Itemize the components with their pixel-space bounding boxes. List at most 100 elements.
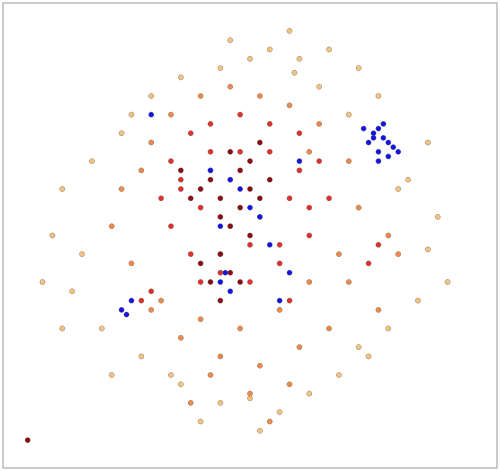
point bbox=[266, 176, 273, 183]
point bbox=[296, 56, 303, 62]
point bbox=[425, 246, 431, 253]
point bbox=[217, 223, 224, 229]
point bbox=[286, 381, 293, 388]
point bbox=[227, 176, 234, 183]
point bbox=[217, 195, 224, 202]
point bbox=[237, 325, 243, 332]
point bbox=[128, 111, 135, 118]
point bbox=[237, 279, 243, 285]
point bbox=[365, 260, 372, 267]
point bbox=[247, 186, 253, 192]
point bbox=[237, 111, 243, 118]
point bbox=[237, 186, 243, 192]
point bbox=[266, 148, 273, 155]
point bbox=[207, 167, 214, 174]
point bbox=[118, 307, 125, 313]
point bbox=[227, 269, 234, 276]
point bbox=[247, 56, 253, 62]
point bbox=[266, 46, 273, 53]
point bbox=[207, 176, 214, 183]
point bbox=[296, 158, 303, 164]
point bbox=[365, 353, 372, 360]
point bbox=[247, 279, 253, 285]
point bbox=[326, 46, 332, 53]
point bbox=[237, 204, 243, 211]
point bbox=[385, 139, 392, 146]
point bbox=[395, 186, 402, 192]
point bbox=[316, 158, 322, 164]
point bbox=[168, 111, 174, 118]
point bbox=[415, 297, 421, 304]
point bbox=[425, 139, 431, 146]
point bbox=[207, 372, 214, 378]
point bbox=[257, 214, 263, 220]
point bbox=[276, 260, 283, 267]
point bbox=[336, 372, 342, 378]
point bbox=[306, 390, 313, 397]
point bbox=[168, 158, 174, 164]
point bbox=[360, 125, 367, 132]
point bbox=[158, 195, 164, 202]
point bbox=[257, 427, 263, 434]
point bbox=[257, 93, 263, 99]
point bbox=[197, 279, 204, 285]
point bbox=[197, 316, 204, 323]
point bbox=[178, 176, 184, 183]
point bbox=[266, 418, 273, 425]
point bbox=[128, 297, 135, 304]
point bbox=[257, 195, 263, 202]
point bbox=[326, 195, 332, 202]
point bbox=[222, 269, 229, 276]
point bbox=[168, 223, 174, 229]
point bbox=[375, 307, 382, 313]
point bbox=[286, 195, 293, 202]
point bbox=[375, 93, 382, 99]
point bbox=[79, 251, 85, 257]
point bbox=[286, 269, 293, 276]
point bbox=[148, 93, 154, 99]
point bbox=[118, 130, 125, 136]
point bbox=[138, 353, 145, 360]
point bbox=[108, 223, 115, 229]
point bbox=[128, 260, 135, 267]
point bbox=[148, 111, 154, 118]
point bbox=[197, 186, 204, 192]
point bbox=[118, 186, 125, 192]
point bbox=[207, 148, 214, 155]
point bbox=[385, 153, 392, 160]
point bbox=[217, 400, 224, 406]
point bbox=[247, 390, 253, 397]
point bbox=[59, 325, 66, 332]
point bbox=[257, 362, 263, 369]
point bbox=[405, 176, 411, 183]
point bbox=[266, 121, 273, 127]
point bbox=[24, 437, 31, 443]
point bbox=[138, 167, 145, 174]
point bbox=[217, 65, 224, 71]
point bbox=[296, 130, 303, 136]
point bbox=[336, 251, 342, 257]
point bbox=[326, 325, 332, 332]
point bbox=[345, 111, 352, 118]
point bbox=[247, 204, 253, 211]
point bbox=[217, 214, 224, 220]
point bbox=[187, 400, 194, 406]
point bbox=[286, 297, 293, 304]
point bbox=[178, 74, 184, 81]
point bbox=[108, 372, 115, 378]
point bbox=[345, 158, 352, 164]
point bbox=[227, 148, 234, 155]
point bbox=[217, 353, 224, 360]
point bbox=[370, 130, 377, 136]
point bbox=[187, 195, 194, 202]
point bbox=[276, 241, 283, 248]
point bbox=[355, 65, 362, 71]
point bbox=[395, 148, 402, 155]
point bbox=[247, 158, 253, 164]
point bbox=[197, 93, 204, 99]
point bbox=[148, 307, 154, 313]
point bbox=[197, 204, 204, 211]
point bbox=[390, 144, 397, 150]
point bbox=[148, 139, 154, 146]
point bbox=[168, 372, 174, 378]
